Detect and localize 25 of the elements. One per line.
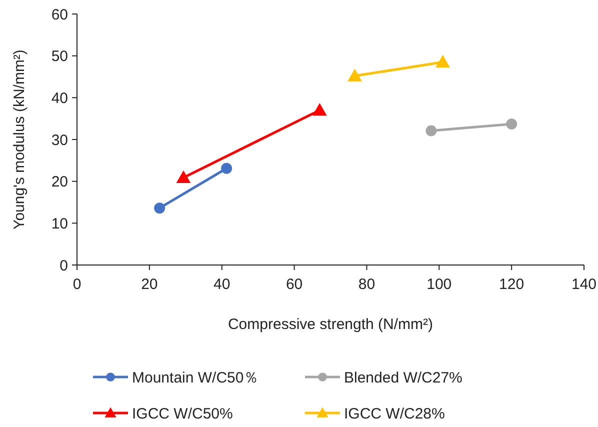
- y-axis-title: Young's modulus (kN/mm²): [11, 50, 28, 230]
- legend-label: Blended W/C27%: [344, 369, 462, 386]
- point: [221, 162, 232, 174]
- point: [506, 118, 518, 130]
- x-tick-label: 100: [426, 276, 452, 293]
- y-tick-label: 0: [60, 257, 68, 274]
- x-tick-label: 20: [141, 276, 158, 293]
- x-axis-title: Compressive strength (N/mm²): [228, 316, 434, 333]
- point: [154, 202, 166, 214]
- legend-label: IGCC W/C28%: [344, 405, 445, 422]
- x-tick-label: 40: [214, 276, 230, 293]
- y-tick-label: 20: [51, 174, 68, 191]
- legend-label: IGCC W/C50%: [132, 405, 233, 422]
- x-tick-label: 0: [72, 276, 82, 293]
- x-tick-label: 60: [286, 276, 303, 293]
- legend-label: Mountain W/C50％: [132, 369, 259, 386]
- y-tick-label: 50: [51, 48, 68, 66]
- point: [426, 125, 437, 136]
- y-tick-label: 40: [51, 90, 68, 107]
- x-tick-label: 140: [571, 276, 597, 293]
- x-tick-label: 80: [358, 276, 376, 293]
- y-tick-label: 30: [51, 132, 68, 149]
- y-tick-label: 10: [51, 215, 68, 232]
- y-tick-label: 60: [51, 6, 68, 24]
- x-tick-label: 120: [499, 276, 524, 293]
